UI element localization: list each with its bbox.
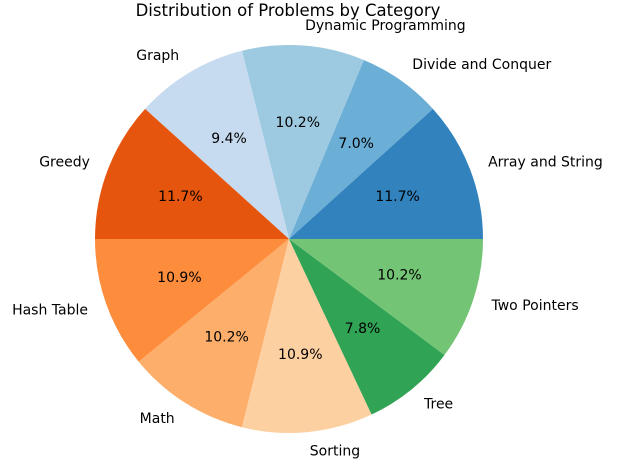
chart-title: Distribution of Problems by Category [136,1,441,20]
percent-label-greedy: 11.7% [158,189,202,205]
pie-slice-graph [145,50,289,239]
percent-label-graph: 9.4% [211,131,247,147]
category-label-two-pointers: Two Pointers [491,298,579,314]
percent-label-two-pointers: 10.2% [377,268,421,284]
percent-label-hash-table: 10.9% [157,270,201,286]
category-label-graph: Graph [136,48,179,64]
category-label-divide-and-conquer: Divide and Conquer [412,57,551,73]
pie-slice-dynamic-programming [241,45,364,239]
pie-slice-hash-table [95,239,289,362]
percent-label-sorting: 10.9% [278,347,322,363]
category-label-math: Math [140,411,175,427]
category-label-sorting: Sorting [310,443,360,459]
pie-slice-array-and-string [289,108,483,239]
pie-slice-math [138,239,289,428]
pie-slices [95,45,483,433]
percent-labels: 11.7% 7.0% 10.2% 9.4% 11.7% 10.9% 10.2% 10.9% 7.… [157,115,422,363]
pie-slice-divide-and-conquer [289,60,433,239]
category-labels: Array and String Divide and Conquer Dynami… [12,18,603,459]
pie-slice-tree [289,239,445,415]
pie-slice-greedy [95,108,289,239]
percent-label-array-and-string: 11.7% [375,189,419,205]
category-label-hash-table: Hash Table [12,303,88,319]
pie-slice-two-pointers [289,239,483,355]
percent-label-tree: 7.8% [345,321,381,337]
percent-label-dynamic-programming: 10.2% [276,115,320,131]
category-label-greedy: Greedy [39,154,90,170]
category-label-tree: Tree [423,396,453,412]
pie-slice-sorting [241,239,372,433]
category-label-array-and-string: Array and String [488,154,603,170]
percent-label-math: 10.2% [204,329,248,345]
category-label-dynamic-programming: Dynamic Programming [305,18,466,34]
percent-label-divide-and-conquer: 7.0% [338,136,374,152]
